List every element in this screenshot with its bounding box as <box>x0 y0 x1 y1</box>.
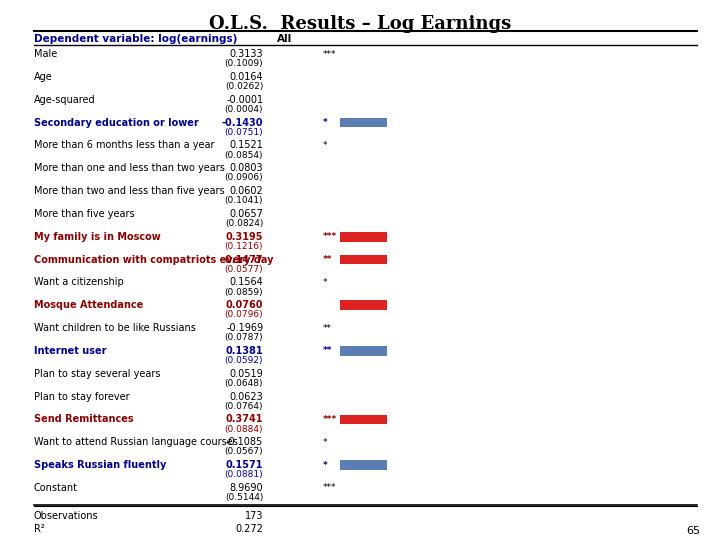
Text: -0.1085: -0.1085 <box>226 437 264 447</box>
Text: ***: *** <box>323 415 337 424</box>
Text: 0.3195: 0.3195 <box>225 232 264 242</box>
Text: (0.1216): (0.1216) <box>225 242 264 251</box>
Text: ***: *** <box>323 50 336 59</box>
Text: -0.1430: -0.1430 <box>222 118 264 127</box>
Text: Mosque Attendance: Mosque Attendance <box>34 300 143 310</box>
Text: (0.0751): (0.0751) <box>225 127 264 137</box>
FancyBboxPatch shape <box>340 300 387 310</box>
Text: Observations: Observations <box>34 510 99 521</box>
Text: 0.0657: 0.0657 <box>229 209 264 219</box>
Text: -0.1969: -0.1969 <box>226 323 264 333</box>
Text: Send Remittances: Send Remittances <box>34 414 133 424</box>
Text: Communication with compatriots every day: Communication with compatriots every day <box>34 254 273 265</box>
Text: Male: Male <box>34 49 57 59</box>
Text: (0.0824): (0.0824) <box>225 219 264 228</box>
Text: (0.0859): (0.0859) <box>225 287 264 296</box>
Text: (0.0787): (0.0787) <box>225 333 264 342</box>
Text: (0.0262): (0.0262) <box>225 82 264 91</box>
Text: (0.0881): (0.0881) <box>225 470 264 479</box>
Text: -0.1477: -0.1477 <box>222 254 264 265</box>
Text: 0.0803: 0.0803 <box>230 163 264 173</box>
Text: Speaks Russian fluently: Speaks Russian fluently <box>34 460 166 470</box>
Text: Want a citizenship: Want a citizenship <box>34 278 123 287</box>
Text: 65: 65 <box>687 526 701 536</box>
Text: ***: *** <box>323 232 337 241</box>
Text: R²: R² <box>34 524 45 534</box>
Text: ***: *** <box>323 483 336 492</box>
Text: 0.0760: 0.0760 <box>225 300 264 310</box>
Text: Secondary education or lower: Secondary education or lower <box>34 118 199 127</box>
Text: More than five years: More than five years <box>34 209 135 219</box>
Text: 0.0164: 0.0164 <box>230 72 264 82</box>
FancyBboxPatch shape <box>340 255 387 265</box>
Text: 173: 173 <box>245 510 264 521</box>
Text: 8.9690: 8.9690 <box>230 483 264 493</box>
Text: **: ** <box>323 347 332 355</box>
Text: 0.0519: 0.0519 <box>230 369 264 379</box>
Text: Dependent variable: log(earnings): Dependent variable: log(earnings) <box>34 34 237 44</box>
Text: *: * <box>323 461 328 470</box>
Text: *: * <box>323 438 327 447</box>
Text: (0.0796): (0.0796) <box>225 310 264 319</box>
Text: 0.0602: 0.0602 <box>230 186 264 196</box>
Text: All: All <box>277 34 292 44</box>
Text: 0.3741: 0.3741 <box>225 414 264 424</box>
Text: Internet user: Internet user <box>34 346 106 356</box>
Text: -0.0001: -0.0001 <box>226 95 264 105</box>
Text: Constant: Constant <box>34 483 78 493</box>
Text: 0.1521: 0.1521 <box>229 140 264 151</box>
Text: 0.272: 0.272 <box>235 524 264 534</box>
FancyBboxPatch shape <box>340 346 387 356</box>
FancyBboxPatch shape <box>340 232 387 241</box>
Text: Plan to stay forever: Plan to stay forever <box>34 392 130 402</box>
Text: (0.0854): (0.0854) <box>225 151 264 159</box>
FancyBboxPatch shape <box>340 118 387 127</box>
Text: 0.1564: 0.1564 <box>230 278 264 287</box>
Text: *: * <box>323 141 327 150</box>
Text: *: * <box>323 118 328 127</box>
Text: Want to attend Russian language courses: Want to attend Russian language courses <box>34 437 238 447</box>
Text: O.L.S.  Results – Log Earnings: O.L.S. Results – Log Earnings <box>209 15 511 33</box>
Text: (0.0884): (0.0884) <box>225 424 264 434</box>
Text: *: * <box>323 278 327 287</box>
Text: (0.0764): (0.0764) <box>225 402 264 411</box>
Text: (0.0906): (0.0906) <box>225 173 264 183</box>
Text: Plan to stay several years: Plan to stay several years <box>34 369 160 379</box>
FancyBboxPatch shape <box>340 415 387 424</box>
Text: 0.1381: 0.1381 <box>225 346 264 356</box>
Text: (0.1041): (0.1041) <box>225 196 264 205</box>
Text: Want children to be like Russians: Want children to be like Russians <box>34 323 196 333</box>
Text: 0.1571: 0.1571 <box>225 460 264 470</box>
Text: (0.1009): (0.1009) <box>225 59 264 68</box>
Text: Age: Age <box>34 72 53 82</box>
Text: My family is in Moscow: My family is in Moscow <box>34 232 161 242</box>
Text: (0.0648): (0.0648) <box>225 379 264 388</box>
Text: (0.0577): (0.0577) <box>225 265 264 274</box>
Text: (0.0004): (0.0004) <box>225 105 264 114</box>
Text: More than two and less than five years: More than two and less than five years <box>34 186 225 196</box>
Text: Age-squared: Age-squared <box>34 95 95 105</box>
Text: (0.0567): (0.0567) <box>225 447 264 456</box>
Text: 0.3133: 0.3133 <box>230 49 264 59</box>
Text: More than one and less than two years: More than one and less than two years <box>34 163 225 173</box>
Text: (0.5144): (0.5144) <box>225 493 264 502</box>
Text: (0.0592): (0.0592) <box>225 356 264 365</box>
FancyBboxPatch shape <box>340 460 387 470</box>
Text: More than 6 months less than a year: More than 6 months less than a year <box>34 140 214 151</box>
Text: **: ** <box>323 255 332 264</box>
Text: **: ** <box>323 323 332 333</box>
Text: 0.0623: 0.0623 <box>230 392 264 402</box>
